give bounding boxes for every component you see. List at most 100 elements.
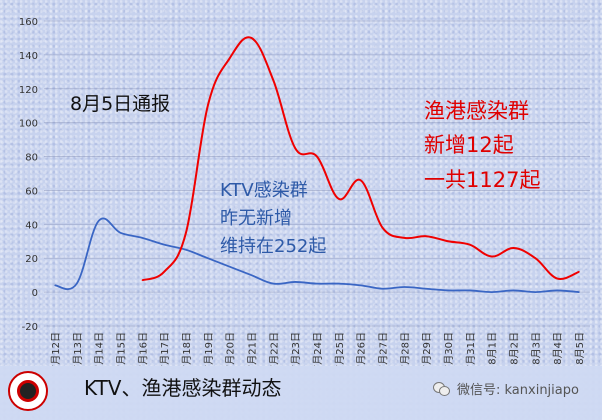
- data-point: [338, 198, 340, 200]
- data-point: [578, 291, 580, 293]
- x-tick-label: 7月23日: [290, 332, 302, 366]
- x-tick-label: 7月30日: [443, 332, 455, 366]
- data-point: [207, 105, 209, 107]
- fishery-annotation-line2: 新增12起: [424, 133, 514, 157]
- data-point: [360, 284, 362, 286]
- wechat-icon: [433, 381, 451, 396]
- data-point: [469, 289, 471, 292]
- x-tick-label: 7月18日: [181, 332, 193, 366]
- data-point: [229, 266, 231, 268]
- x-tick-label: 7月31日: [465, 332, 477, 366]
- data-point: [578, 271, 580, 273]
- x-tick-label: 7月12日: [50, 332, 62, 366]
- data-point: [76, 283, 78, 285]
- fishery-annotation-line3: 一共1127起: [424, 168, 540, 192]
- data-point: [556, 277, 558, 280]
- data-point: [381, 288, 384, 290]
- logo-eye-icon: [17, 380, 39, 402]
- x-tick-label: 8月1日: [487, 332, 499, 365]
- data-point: [534, 257, 537, 259]
- data-point: [534, 291, 537, 293]
- data-point: [316, 283, 318, 285]
- data-point: [185, 249, 187, 251]
- data-point: [141, 237, 143, 239]
- x-tick-label: 7月17日: [159, 332, 171, 366]
- x-tick-label: 8月4日: [552, 332, 564, 365]
- data-point: [403, 237, 405, 239]
- line-chart: -20 0 20 40 60 80 100 120 140 160 7月12日 7月13日 7月14日…: [19, 17, 590, 366]
- footer-title: KTV、渔港感染群动态: [84, 376, 282, 400]
- data-point: [316, 155, 318, 158]
- data-point: [141, 279, 143, 281]
- data-point: [491, 291, 493, 293]
- data-point: [294, 147, 296, 149]
- data-point: [425, 235, 427, 237]
- x-tick-label: 7月19日: [203, 332, 215, 366]
- x-tick-label: 7月21日: [246, 332, 258, 366]
- data-point: [207, 257, 209, 259]
- wechat-id: 微信号: kanxinjiapo: [433, 379, 579, 398]
- data-point: [54, 284, 56, 286]
- x-tick-label: 7月20日: [225, 332, 237, 366]
- x-tick-label: 7月14日: [94, 332, 106, 366]
- y-tick-label: -20: [22, 322, 38, 333]
- y-tick-label: 100: [19, 119, 38, 130]
- data-point: [272, 79, 274, 81]
- report-date-label: 8月5日通报: [70, 93, 170, 115]
- data-point: [229, 57, 231, 59]
- y-tick-label: 140: [19, 51, 38, 62]
- x-tick-label: 7月27日: [378, 332, 390, 366]
- wechat-id-text: 微信号: kanxinjiapo: [457, 383, 579, 398]
- y-tick-label: 80: [25, 153, 38, 164]
- data-point: [381, 227, 384, 229]
- x-tick-label: 7月26日: [356, 332, 368, 366]
- y-tick-label: 60: [25, 186, 38, 197]
- y-tick-label: 160: [19, 17, 38, 28]
- data-point: [338, 283, 340, 285]
- y-tick-label: 0: [32, 288, 38, 299]
- data-point: [425, 288, 427, 290]
- x-tick-label: 7月16日: [137, 332, 149, 366]
- data-point: [512, 289, 515, 292]
- x-tick-label: 7月29日: [421, 332, 433, 366]
- data-point: [491, 255, 493, 258]
- x-tick-label: 8月3日: [530, 332, 542, 365]
- data-point: [119, 232, 122, 234]
- data-point: [556, 289, 558, 292]
- y-tick-label: 120: [19, 85, 38, 96]
- data-point: [163, 244, 165, 246]
- footer-bar: [0, 366, 602, 420]
- data-point: [250, 274, 253, 276]
- y-tick-label: 40: [25, 220, 38, 231]
- ktv-annotation-line1: KTV感染群: [220, 180, 308, 201]
- data-point: [250, 37, 253, 39]
- x-tick-label: 7月24日: [312, 332, 324, 366]
- data-point: [512, 247, 515, 249]
- data-point: [360, 179, 362, 181]
- x-axis-ticks: 7月12日 7月13日 7月14日 7月15日 7月16日 7月17日 7月18日 7月19日…: [50, 332, 586, 366]
- data-point: [403, 286, 405, 288]
- data-point: [163, 271, 165, 273]
- x-tick-label: 7月28日: [399, 332, 411, 366]
- y-axis-ticks: -20 0 20 40 60 80 100 120 140 160: [19, 17, 38, 333]
- data-point: [272, 283, 274, 285]
- x-tick-label: 7月15日: [115, 332, 127, 366]
- x-tick-label: 8月5日: [574, 332, 586, 365]
- x-tick-label: 7月25日: [334, 332, 346, 366]
- data-point: [447, 240, 449, 242]
- data-point: [98, 220, 100, 222]
- data-point: [447, 289, 449, 292]
- ktv-annotation-line3: 维持在252起: [220, 236, 326, 257]
- series-line-fishery: [141, 36, 580, 282]
- data-point: [469, 244, 471, 246]
- x-tick-label: 7月13日: [72, 332, 84, 366]
- data-point: [185, 232, 187, 234]
- x-tick-label: 8月2日: [509, 332, 521, 365]
- series-lines: [54, 36, 580, 294]
- x-tick-label: 7月22日: [268, 332, 280, 366]
- fishery-annotation-line1: 渔港感染群: [424, 99, 529, 123]
- y-tick-label: 20: [25, 254, 38, 265]
- brand-logo: [8, 371, 48, 411]
- ktv-annotation-line2: 昨无新增: [220, 208, 292, 229]
